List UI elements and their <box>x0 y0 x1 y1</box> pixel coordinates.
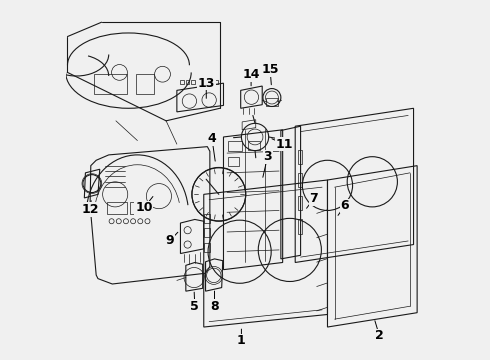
Text: 10: 10 <box>135 202 152 215</box>
Bar <box>298 173 302 187</box>
Bar <box>180 80 184 84</box>
Text: 6: 6 <box>341 199 349 212</box>
Bar <box>228 140 242 151</box>
Bar <box>202 80 205 84</box>
Bar <box>136 74 153 94</box>
Bar <box>204 243 210 252</box>
Bar <box>247 140 260 150</box>
Text: 8: 8 <box>210 300 219 313</box>
Bar <box>215 80 218 84</box>
Bar <box>204 228 210 237</box>
Bar <box>298 196 302 211</box>
Text: 13: 13 <box>197 77 215 90</box>
Text: 1: 1 <box>237 334 246 347</box>
Text: 7: 7 <box>310 192 318 205</box>
Bar <box>207 80 211 84</box>
Bar <box>95 74 126 94</box>
Bar <box>228 157 239 166</box>
Bar <box>191 80 195 84</box>
Text: 4: 4 <box>208 132 217 145</box>
Text: 12: 12 <box>81 203 99 216</box>
Bar <box>186 80 190 84</box>
Text: 15: 15 <box>261 63 279 76</box>
Bar <box>298 220 302 234</box>
Bar <box>298 149 302 164</box>
Text: 2: 2 <box>375 329 384 342</box>
Bar <box>204 214 210 223</box>
Bar <box>107 202 126 214</box>
Bar <box>196 80 200 84</box>
Text: 9: 9 <box>166 234 174 247</box>
Text: 14: 14 <box>243 68 260 81</box>
Text: 5: 5 <box>191 300 199 313</box>
Text: 11: 11 <box>276 138 293 150</box>
Bar <box>130 202 150 214</box>
Text: 3: 3 <box>263 150 272 163</box>
